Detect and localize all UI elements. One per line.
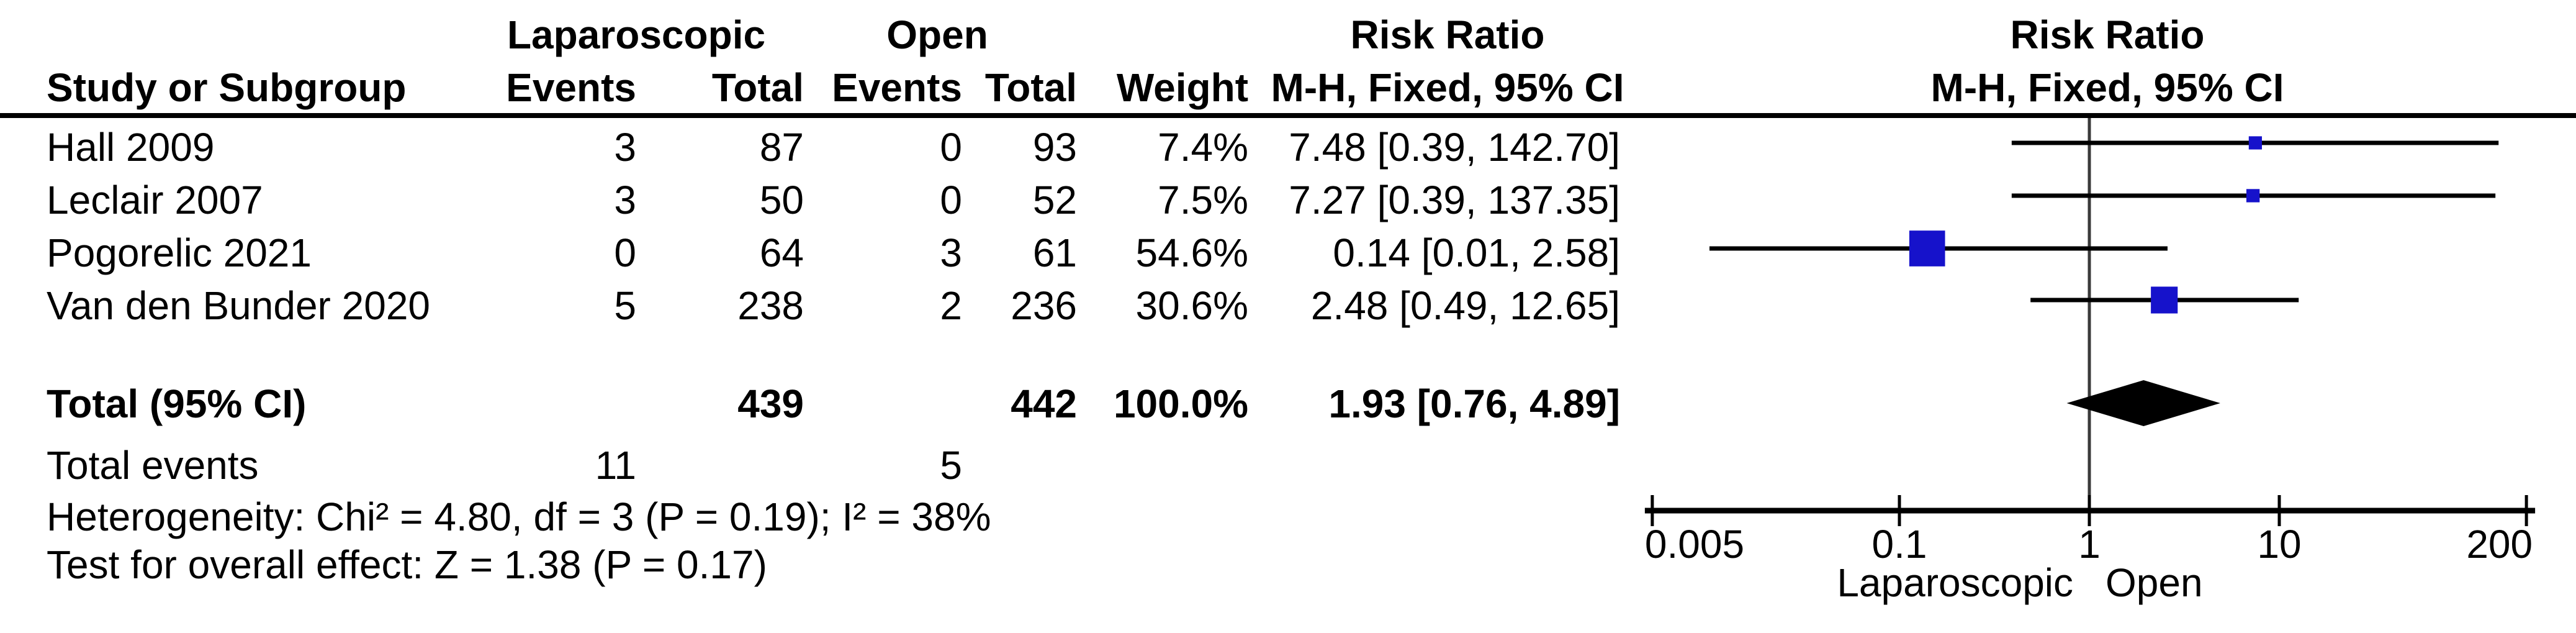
column-header-events-open: Events (832, 65, 962, 110)
total-risk-ratio-ci: 1.93 [0.76, 4.89] (1328, 381, 1620, 426)
open-events-value: 0 (940, 125, 962, 170)
heterogeneity-stats: Heterogeneity: Chi² = 4.80, df = 3 (P = … (47, 494, 991, 539)
column-group-laparoscopic: Laparoscopic (507, 12, 766, 57)
open-events-value: 2 (940, 283, 962, 328)
lap-events-value: 3 (614, 125, 636, 170)
summary-diamond (2066, 380, 2220, 426)
risk-ratio-ci-value: 7.48 [0.39, 142.70] (1289, 125, 1620, 170)
lap-total-value: 64 (759, 230, 804, 275)
column-header-total-laparoscopic: Total (711, 65, 804, 110)
total-events-open: 5 (940, 443, 962, 488)
open-total-value: 93 (1032, 125, 1077, 170)
weight-value: 54.6% (1135, 230, 1248, 275)
lap-events-value: 0 (614, 230, 636, 275)
total-open-n: 442 (1011, 381, 1077, 426)
overall-effect-stats: Test for overall effect: Z = 1.38 (P = 0… (47, 542, 767, 587)
column-header-mh-ci-left: M-H, Fixed, 95% CI (1271, 65, 1624, 110)
lap-events-value: 5 (614, 283, 636, 328)
total-lap-n: 439 (737, 381, 804, 426)
effect-square (2151, 286, 2178, 314)
weight-value: 7.5% (1158, 178, 1248, 222)
study-name: Van den Bunder 2020 (47, 283, 430, 328)
open-total-value: 52 (1032, 178, 1077, 222)
risk-ratio-heading-left: Risk Ratio (1350, 12, 1545, 57)
total-weight: 100.0% (1113, 381, 1248, 426)
risk-ratio-ci-value: 2.48 [0.49, 12.65] (1310, 283, 1620, 328)
column-header-weight: Weight (1116, 65, 1248, 110)
study-name: Hall 2009 (47, 125, 215, 170)
open-total-value: 236 (1011, 283, 1077, 328)
open-total-value: 61 (1032, 230, 1077, 275)
axis-tick-label: 0.005 (1645, 522, 1744, 567)
column-group-open: Open (886, 12, 988, 57)
lap-total-value: 238 (737, 283, 804, 328)
risk-ratio-ci-value: 0.14 [0.01, 2.58] (1333, 230, 1620, 275)
column-header-events-laparoscopic: Events (506, 65, 636, 110)
effect-square (2248, 136, 2263, 150)
risk-ratio-heading-right: Risk Ratio (2010, 12, 2205, 57)
risk-ratio-ci-value: 7.27 [0.39, 137.35] (1289, 178, 1620, 222)
total-events-label: Total events (47, 443, 259, 488)
study-name: Leclair 2007 (47, 178, 263, 222)
axis-tick-label: 200 (2466, 522, 2533, 567)
favours-left-label: Laparoscopic (1837, 560, 2073, 605)
column-header-mh-ci-right: M-H, Fixed, 95% CI (1930, 65, 2284, 110)
weight-value: 30.6% (1135, 283, 1248, 328)
effect-square (2246, 189, 2260, 203)
axis-tick-label: 10 (2257, 522, 2301, 567)
header-divider-rule (0, 113, 2576, 118)
lap-events-value: 3 (614, 178, 636, 222)
effect-square (1909, 230, 1945, 266)
total-events-laparoscopic: 11 (595, 443, 636, 488)
open-events-value: 0 (940, 178, 962, 222)
lap-total-value: 87 (759, 125, 804, 170)
total-row-label: Total (95% CI) (47, 381, 307, 426)
open-events-value: 3 (940, 230, 962, 275)
axis-tick-label: 0.1 (1872, 522, 1927, 567)
column-header-study: Study or Subgroup (47, 65, 407, 110)
study-name: Pogorelic 2021 (47, 230, 312, 275)
axis-tick-label: 1 (2078, 522, 2101, 567)
weight-value: 7.4% (1158, 125, 1248, 170)
favours-right-label: Open (2105, 560, 2203, 605)
column-header-total-open: Total (984, 65, 1077, 110)
lap-total-value: 50 (759, 178, 804, 222)
